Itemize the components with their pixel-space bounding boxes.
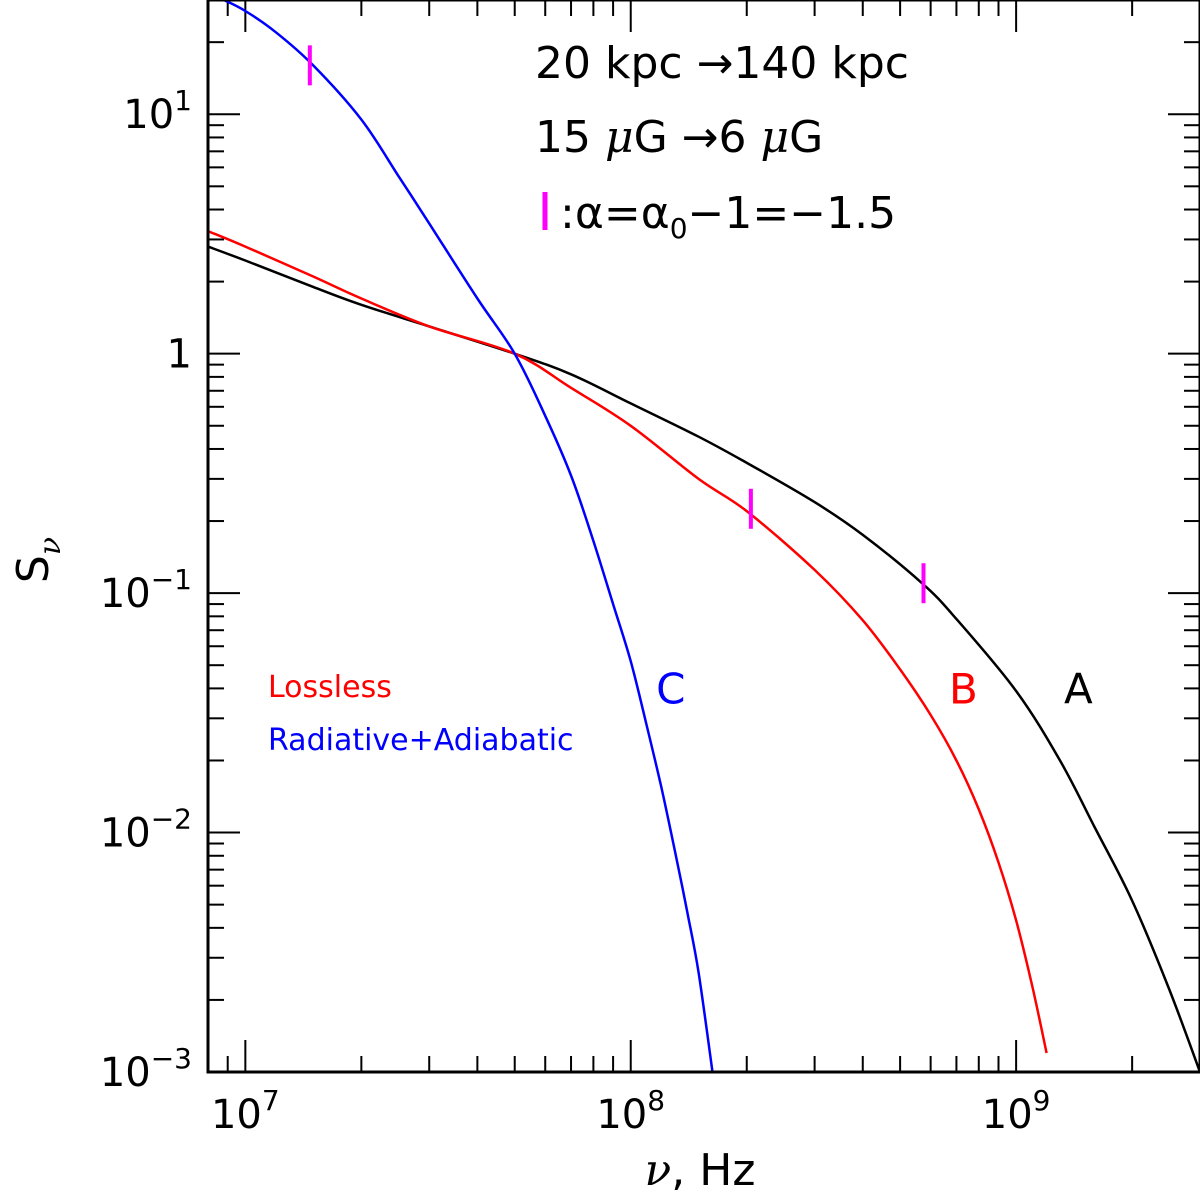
annotation-index: :α=α0−1=−1.5 — [560, 188, 896, 245]
plot-frame — [206, 0, 1200, 1074]
y-tick-labels: 10−3 10−2 10−1 1 101 — [100, 84, 192, 1096]
y-tick-label: 101 — [123, 84, 192, 138]
data-curves — [208, 0, 1200, 1072]
legend-lossless: Lossless — [268, 670, 392, 705]
y-tick-label: 10−1 — [100, 563, 192, 617]
x-axis-title: ν, Hz — [645, 1145, 756, 1196]
curve-C — [223, 0, 714, 1072]
x-tick-label: 109 — [982, 1084, 1051, 1138]
curve-label-C: C — [656, 664, 685, 713]
y-tick-label: 1 — [167, 332, 192, 378]
y-axis-title: Sν — [8, 537, 68, 583]
x-tick-label: 107 — [211, 1084, 280, 1138]
annotation-block: 20 kpc →140 kpc 15 μG →6 μG :α=α0−1=−1.5 — [535, 38, 909, 245]
y-tick-label: 10−3 — [100, 1042, 192, 1096]
annotation-field: 15 μG →6 μG — [535, 112, 823, 163]
x-tick-labels: 107 108 109 — [211, 1084, 1051, 1138]
legend-radiative-adiabatic: Radiative+Adiabatic — [268, 723, 574, 758]
legend: Lossless Radiative+Adiabatic — [268, 670, 574, 758]
annotation-size: 20 kpc →140 kpc — [535, 38, 909, 89]
spectral-index-markers — [307, 45, 926, 604]
y-tick-label: 10−2 — [100, 803, 192, 857]
x-tick-label: 108 — [596, 1084, 665, 1138]
curve-B — [208, 229, 1048, 1054]
curve-label-A: A — [1064, 664, 1093, 713]
curve-label-B: B — [949, 664, 978, 713]
axis-ticks — [207, 0, 1200, 1073]
curve-A — [208, 245, 1200, 1072]
